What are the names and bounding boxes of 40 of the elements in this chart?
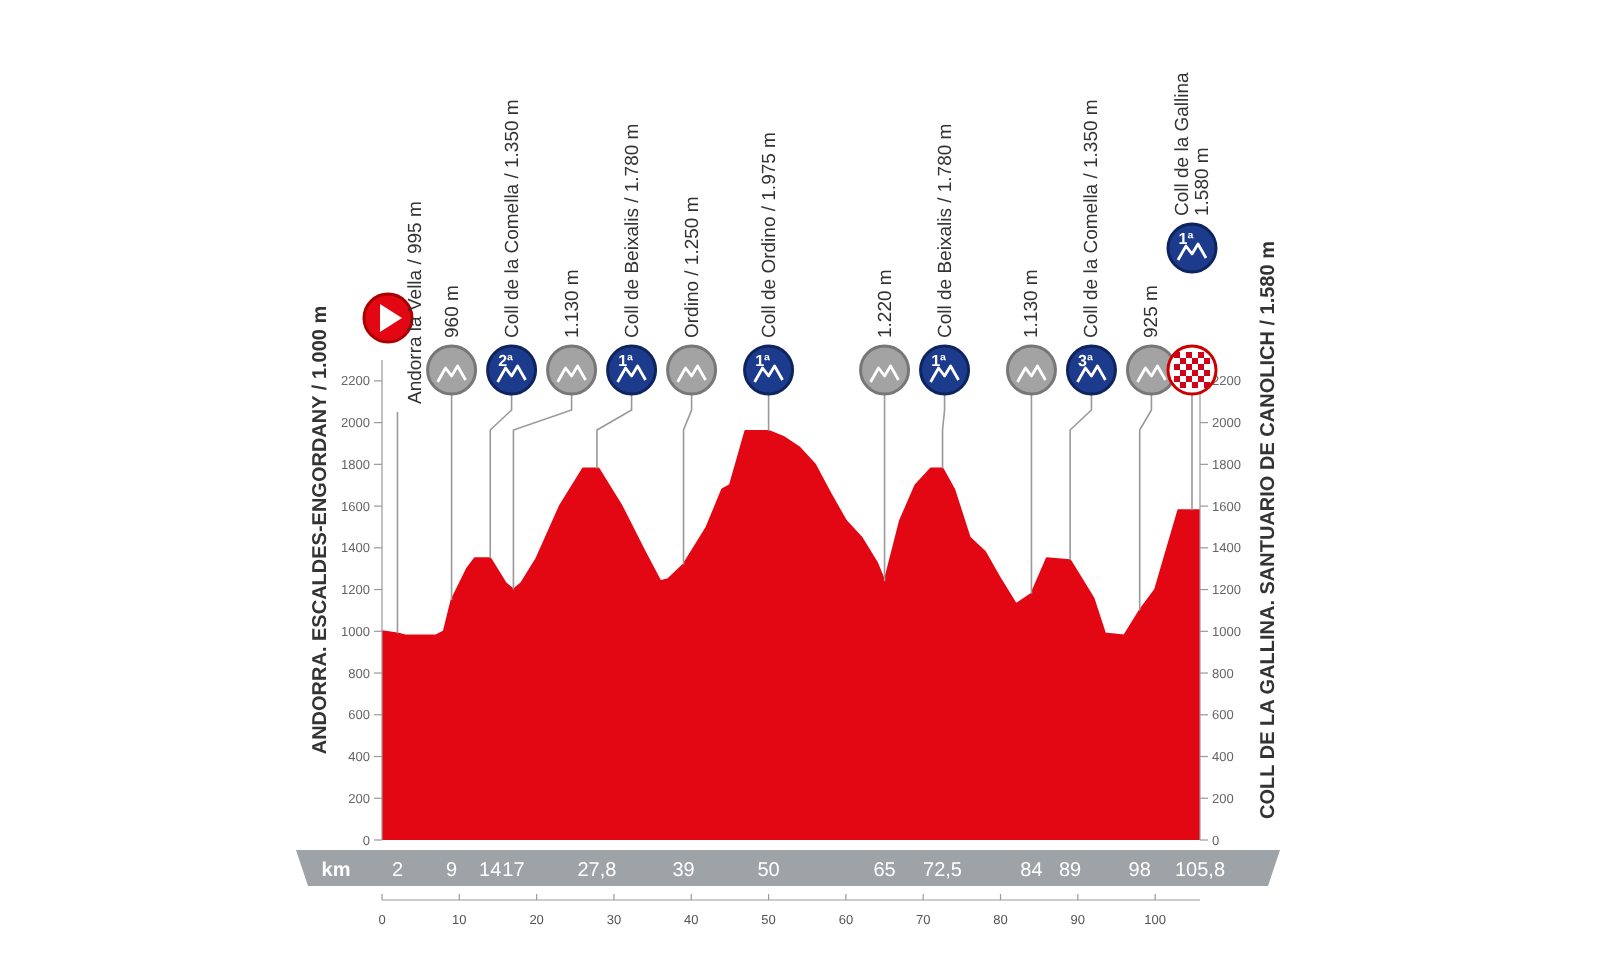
x2-tick-label: 27,8 bbox=[577, 860, 618, 882]
text: 1.130 m bbox=[1021, 269, 1044, 338]
x2-tick-label: 50 bbox=[757, 860, 781, 882]
text: 925 m bbox=[1141, 285, 1164, 338]
annotation: 1ª bbox=[931, 352, 947, 370]
x2-tick-label: 105,8 bbox=[1174, 860, 1226, 882]
x2-axis-title: km bbox=[321, 860, 351, 882]
x2-tick-label: 98 bbox=[1128, 860, 1152, 882]
x2-tick-label: 17 bbox=[502, 860, 526, 882]
text: Coll de Ordino / 1.975 m bbox=[758, 131, 781, 338]
mountain-icon: 3ª bbox=[1065, 344, 1117, 396]
x2-tick-label: 65 bbox=[873, 860, 897, 882]
annotation: 3ª bbox=[1078, 352, 1093, 370]
mountain-icon: 2ª bbox=[486, 344, 538, 396]
annotation: 1ª bbox=[755, 352, 771, 370]
x2-tick-label: 14 bbox=[479, 860, 503, 882]
text: 960 m bbox=[441, 285, 464, 338]
annotation: Andorra la Vella / 995 m bbox=[405, 201, 428, 404]
x2-tick-label: 84 bbox=[1020, 860, 1044, 882]
x2-tick-label: 72,5 bbox=[923, 860, 963, 882]
text: Coll de la Comella / 1.350 m bbox=[1081, 99, 1104, 338]
y2-axis-title: COLL DE LA GALLINA. SANTUARIO DE CANOLICH / 1.580 m bbox=[1258, 240, 1280, 819]
mountain-icon: 1ª bbox=[606, 344, 658, 396]
mountain-icon: 1ª bbox=[919, 344, 971, 396]
annotation: 1ª bbox=[618, 352, 634, 370]
mountain-icon: 1ª bbox=[1166, 222, 1218, 274]
text: Coll de Beixalis / 1.780 m bbox=[934, 123, 957, 338]
annotation: 2ª bbox=[498, 352, 514, 370]
x2-tick-label: 39 bbox=[672, 860, 696, 882]
text: Ordino / 1.250 m bbox=[681, 196, 704, 338]
text: Coll de Beixalis / 1.780 m bbox=[621, 123, 644, 338]
x2-tick-label: 89 bbox=[1058, 860, 1083, 882]
x2-tick-label: 2 bbox=[391, 860, 404, 882]
mountain-icon: 1ª bbox=[743, 344, 795, 396]
text: 1.220 m bbox=[874, 269, 897, 338]
y-axis-title: ANDORRA. ESCALDES-ENGORDANY / 1.000 m bbox=[310, 305, 332, 755]
x2-tick-label: 9 bbox=[446, 860, 459, 882]
text: 1.130 m bbox=[561, 269, 584, 338]
text: Coll de la Gallina 1.580 m bbox=[1172, 70, 1214, 216]
text: Coll de la Comella / 1.350 m bbox=[501, 99, 524, 338]
